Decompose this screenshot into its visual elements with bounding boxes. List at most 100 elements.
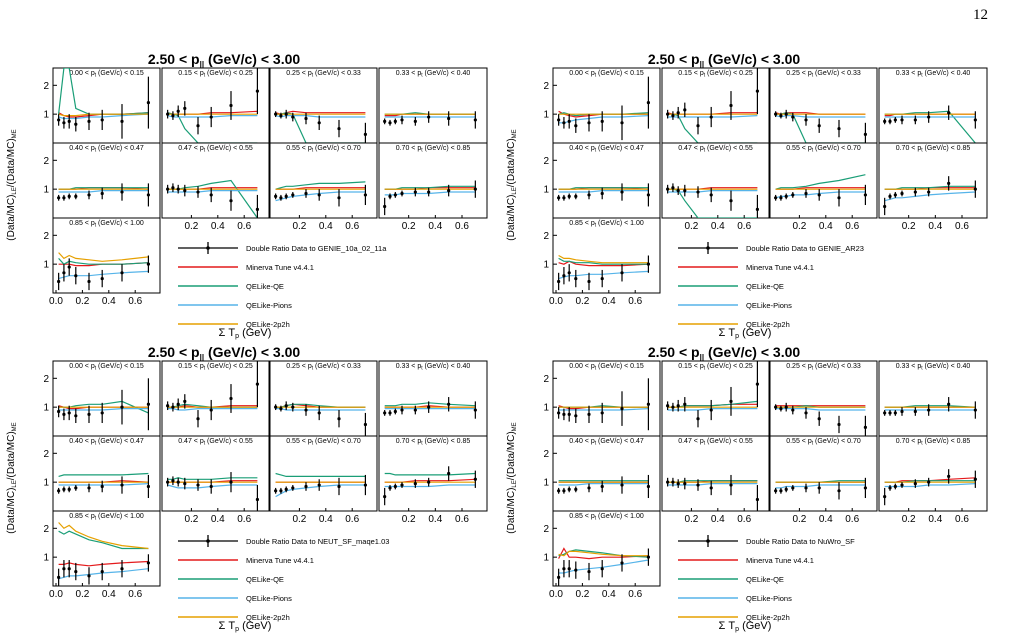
- figure-2: 2.50 < p|| (GeV/c) < 3.00 (Data/MC)LE/(Da…: [506, 51, 988, 340]
- x-tick-label: 0.4: [711, 221, 725, 232]
- data-point: [817, 193, 821, 197]
- data-point: [587, 412, 591, 416]
- y-tick-label: 2: [43, 374, 49, 385]
- series-line-2p2h: [558, 254, 649, 264]
- data-point: [620, 121, 624, 125]
- data-point: [883, 119, 887, 123]
- panel-6: 0.47 < pt (GeV/c) < 0.55 0.2 0.4 0.6: [661, 142, 770, 232]
- legend: Double Ratio Data to GENIE_10a_02_11a Min…: [178, 242, 387, 329]
- data-point: [337, 126, 341, 131]
- legend-marker: [206, 246, 210, 250]
- data-point: [274, 194, 278, 198]
- data-point: [67, 411, 71, 415]
- panel-curves: [166, 472, 259, 511]
- data-point: [196, 124, 200, 128]
- data-point: [646, 555, 650, 559]
- data-point: [87, 574, 91, 578]
- panel-frame: [661, 67, 770, 144]
- panel-7: 0.55 < pt (GeV/c) < 0.70 0.2 0.4 0.6: [769, 435, 878, 525]
- data-point: [913, 409, 917, 414]
- pt-bin-label: 0.00 < pt (GeV/c) < 0.15: [69, 363, 144, 372]
- data-point: [696, 190, 700, 194]
- y-tick-label: 2: [543, 449, 549, 460]
- x-tick-label: 0.2: [402, 514, 416, 525]
- data-point: [74, 569, 78, 574]
- data-point: [774, 196, 778, 200]
- data-point: [87, 119, 91, 123]
- data-point: [229, 103, 233, 108]
- data-point: [383, 204, 387, 209]
- x-tick-label: 0.6: [955, 221, 969, 232]
- legend-label: Double Ratio Data to GENIE_AR23: [746, 244, 864, 253]
- data-point: [574, 124, 578, 128]
- data-point: [774, 405, 778, 409]
- data-point: [947, 402, 951, 406]
- series-line-pions: [58, 190, 149, 193]
- panel-7: 0.55 < pt (GeV/c) < 0.70 0.2 0.4 0.6: [269, 142, 378, 232]
- panel-9: 0.85 < pt (GeV/c) < 1.00 1 2 0.0 0.2 0.4 0.6: [543, 217, 661, 307]
- data-point: [67, 487, 71, 491]
- data-point: [393, 193, 397, 197]
- legend-label: Double Ratio Data to NEUT_SF_maqe1.03: [246, 537, 389, 546]
- data-point: [400, 191, 404, 196]
- data-point: [804, 118, 808, 122]
- x-tick-label: 0.4: [602, 589, 616, 600]
- data-point: [900, 483, 904, 487]
- series-line-pions: [558, 483, 649, 486]
- data-point: [400, 118, 404, 122]
- series-line-pions: [167, 484, 258, 489]
- data-point: [666, 404, 670, 408]
- pt-bin-label: 0.85 < pt (GeV/c) < 1.00: [69, 513, 144, 522]
- panel-curves: [166, 179, 259, 218]
- y-tick-label: 2: [43, 81, 49, 92]
- data-point: [863, 193, 867, 197]
- panel-frame: [378, 67, 488, 144]
- data-point: [400, 483, 404, 487]
- panel-frame: [552, 67, 661, 144]
- figure-title: 2.50 < p|| (GeV/c) < 3.00: [148, 344, 301, 362]
- data-point: [587, 121, 591, 125]
- x-tick-label: 0.4: [428, 221, 442, 232]
- data-point: [176, 480, 180, 484]
- data-point: [817, 417, 821, 421]
- series-line-pions: [667, 115, 758, 118]
- x-tick-label: 0.6: [845, 514, 859, 525]
- data-point: [557, 575, 561, 579]
- figure-title: 2.50 < p|| (GeV/c) < 3.00: [648, 51, 801, 69]
- data-point: [600, 567, 604, 571]
- figure-4: 2.50 < p|| (GeV/c) < 3.00 (Data/MC)LE/(Da…: [506, 344, 988, 633]
- data-point: [863, 132, 867, 136]
- data-point: [837, 126, 841, 131]
- data-point: [557, 411, 561, 415]
- data-point: [676, 111, 680, 115]
- x-tick-label: 0.2: [684, 514, 698, 525]
- data-point: [671, 480, 675, 484]
- y-tick-label: 1: [543, 185, 549, 196]
- data-point: [913, 118, 917, 122]
- data-point: [337, 417, 341, 421]
- legend-label: QELike-2p2h: [746, 613, 790, 622]
- series-line-qe: [58, 530, 149, 550]
- series-line-2p2h: [58, 252, 149, 262]
- data-point: [284, 112, 288, 116]
- x-tick-label: 0.2: [402, 221, 416, 232]
- series-line-qe: [58, 472, 149, 477]
- x-tick-label: 0.6: [737, 221, 751, 232]
- data-point: [363, 193, 367, 197]
- panel-frame: [161, 435, 270, 512]
- data-point: [176, 402, 180, 406]
- y-tick-label: 2: [543, 524, 549, 535]
- y-tick-label: 1: [43, 185, 49, 196]
- data-point: [620, 406, 624, 411]
- panel-frame: [661, 142, 770, 219]
- pt-bin-label: 0.70 < pt (GeV/c) < 0.85: [396, 145, 471, 154]
- series-line-minerva: [58, 560, 149, 567]
- data-point: [284, 404, 288, 408]
- data-point: [120, 119, 124, 123]
- data-point: [62, 196, 66, 200]
- data-point: [100, 191, 104, 196]
- data-point: [683, 108, 687, 112]
- x-tick-label: 0.6: [128, 589, 142, 600]
- y-tick-label: 1: [543, 110, 549, 121]
